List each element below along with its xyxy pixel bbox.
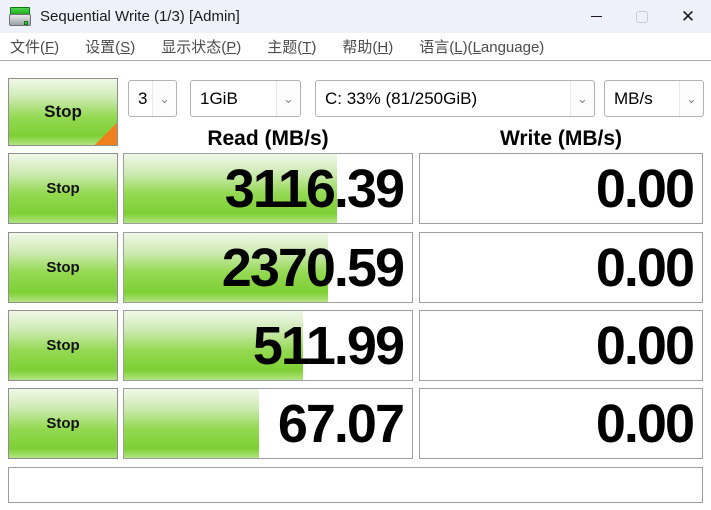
test-count-value: 3 <box>138 88 148 108</box>
stop-row-button[interactable]: Stop <box>8 153 118 224</box>
app-icon <box>9 6 31 27</box>
minimize-button[interactable] <box>573 0 619 33</box>
write-value: 0.00 <box>595 393 695 454</box>
stop-row-button[interactable]: Stop <box>8 232 118 303</box>
menu-item-theme[interactable]: 主题(T) <box>267 39 317 56</box>
write-result-cell: 0.00 <box>419 388 703 459</box>
read-value: 3116.39 <box>224 158 405 219</box>
write-value: 0.00 <box>595 237 695 298</box>
target-drive-value: C: 33% (81/250GiB) <box>325 88 478 108</box>
close-icon: ✕ <box>680 7 696 26</box>
close-button[interactable]: ✕ <box>665 0 711 33</box>
unit-select[interactable]: MB/s ⌄ <box>604 80 704 117</box>
read-fill-bar <box>124 154 338 223</box>
test-count-select[interactable]: 3 ⌄ <box>128 80 177 117</box>
read-result-cell: 2370.59 <box>123 232 413 303</box>
test-size-value: 1GiB <box>200 88 238 108</box>
write-result-cell: 0.00 <box>419 153 703 224</box>
read-value: 2370.59 <box>221 237 405 298</box>
chevron-down-icon: ⌄ <box>276 81 300 116</box>
disk-icon-led <box>24 20 28 25</box>
read-column-header: Read (MB/s) <box>207 127 329 150</box>
stop-all-button[interactable]: Stop <box>8 78 118 146</box>
menu-item-language[interactable]: 语言(L)(Language) <box>419 39 545 56</box>
unit-value: MB/s <box>614 88 653 108</box>
read-value: 511.99 <box>252 315 405 376</box>
stop-all-label: Stop <box>44 102 82 121</box>
menubar: 文件(F) 设置(S) 显示状态(P) 主题(T) 帮助(H) 语言(L)(La… <box>0 33 711 61</box>
write-value: 0.00 <box>595 315 695 376</box>
menu-item-profile[interactable]: 显示状态(P) <box>161 39 242 56</box>
window-controls: ✕ <box>573 0 711 33</box>
maximize-button[interactable] <box>619 0 665 33</box>
read-value: 67.07 <box>277 393 405 454</box>
read-result-cell: 511.99 <box>123 310 413 381</box>
write-result-cell: 0.00 <box>419 310 703 381</box>
read-fill-bar <box>124 233 329 302</box>
test-size-select[interactable]: 1GiB ⌄ <box>190 80 301 117</box>
stop-row-button[interactable]: Stop <box>8 388 118 459</box>
write-value: 0.00 <box>595 158 695 219</box>
menu-item-file[interactable]: 文件(F) <box>10 39 60 56</box>
minimize-icon <box>590 16 602 17</box>
window-title: Sequential Write (1/3) [Admin] <box>40 8 240 25</box>
read-result-cell: 67.07 <box>123 388 413 459</box>
maximize-icon <box>636 10 648 23</box>
menu-item-settings[interactable]: 设置(S) <box>85 39 136 56</box>
chevron-down-icon: ⌄ <box>152 81 176 116</box>
main-area: Stop 3 ⌄ 1GiB ⌄ C: 33% (81/250GiB) ⌄ MB/… <box>0 62 711 510</box>
write-column-header: Write (MB/s) <box>499 127 623 150</box>
read-result-cell: 3116.39 <box>123 153 413 224</box>
chevron-down-icon: ⌄ <box>679 81 703 116</box>
status-bar <box>8 467 703 503</box>
resize-corner-triangle <box>95 123 117 145</box>
target-drive-select[interactable]: C: 33% (81/250GiB) ⌄ <box>315 80 595 117</box>
titlebar: Sequential Write (1/3) [Admin] ✕ <box>0 0 711 33</box>
menu-item-help[interactable]: 帮助(H) <box>342 39 394 56</box>
stop-row-button[interactable]: Stop <box>8 310 118 381</box>
read-fill-bar <box>124 389 260 458</box>
chevron-down-icon: ⌄ <box>570 81 594 116</box>
write-result-cell: 0.00 <box>419 232 703 303</box>
read-fill-bar <box>124 311 303 380</box>
